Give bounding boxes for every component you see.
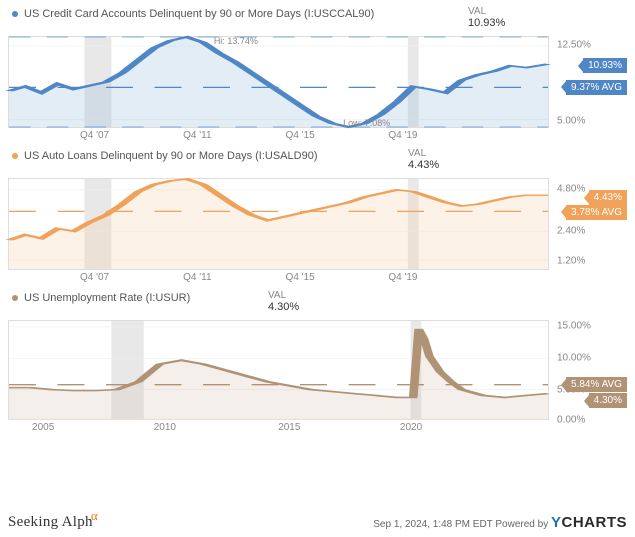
val-header: VAL [408, 148, 439, 159]
legend-label: US Credit Card Accounts Delinquent by 90… [24, 8, 374, 20]
legend-marker-icon [12, 295, 18, 301]
y-tick-label: 12.50% [557, 40, 591, 51]
value-badge: 10.93% [583, 58, 627, 73]
x-tick-label: Q4 '07 [80, 130, 109, 141]
y-tick-label: 5.00% [557, 115, 585, 126]
legend-marker-icon [12, 153, 18, 159]
plot-area: Hi: 13.74% Low: 7.08% [8, 36, 549, 128]
ycharts-logo: YCHARTS [551, 514, 627, 531]
val-header: VAL [268, 290, 299, 301]
y-tick-label: 2.40% [557, 226, 585, 237]
x-tick-label: 2010 [154, 422, 176, 433]
ycharts-text: CHARTS [562, 514, 628, 531]
logo-text: Seeking Alph [8, 514, 93, 530]
legend-label: US Unemployment Rate (I:USUR) [24, 292, 190, 304]
value-badge: 4.30% [589, 393, 627, 408]
x-tick-label: Q4 '11 [183, 272, 211, 283]
x-tick-label: 2005 [32, 422, 54, 433]
val-number: 4.30% [268, 301, 299, 313]
y-tick-label: 1.20% [557, 255, 585, 266]
avg-badge: 3.78% AVG [566, 205, 627, 220]
multi-panel-chart: US Credit Card Accounts Delinquent by 90… [0, 0, 635, 446]
val-header: VAL [468, 6, 505, 17]
x-tick-label: Q4 '15 [286, 272, 315, 283]
avg-badge: 5.84% AVG [566, 377, 627, 392]
x-axis: Q4 '07 Q4 '11 Q4 '15 Q4 '19 [8, 128, 549, 146]
val-number: 10.93% [468, 17, 505, 29]
y-tick-label: 10.00% [557, 353, 591, 364]
powered-by-label: Powered by [495, 519, 548, 530]
logo-alpha-icon: α [91, 508, 98, 523]
seeking-alpha-logo: Seeking Alphα [8, 508, 98, 531]
legend-label: US Auto Loans Delinquent by 90 or More D… [24, 150, 317, 162]
ycharts-y-icon: Y [551, 514, 562, 531]
chart-panel-unemp: US Unemployment Rate (I:USUR)VAL4.30%15.… [8, 292, 627, 438]
lo-annotation: Low: 7.08% [343, 118, 390, 128]
y-tick-label: 0.00% [557, 415, 585, 426]
x-axis: Q4 '07 Q4 '11 Q4 '15 Q4 '19 [8, 270, 549, 288]
avg-badge: 9.37% AVG [566, 80, 627, 95]
footer-right: Sep 1, 2024, 1:48 PM EDT Powered by YCHA… [373, 514, 627, 531]
x-tick-label: Q4 '15 [286, 130, 315, 141]
legend-marker-icon [12, 11, 18, 17]
footer-timestamp: Sep 1, 2024, 1:48 PM EDT [373, 519, 492, 530]
x-tick-label: 2015 [278, 422, 300, 433]
val-number: 4.43% [408, 159, 439, 171]
value-badge: 4.43% [589, 190, 627, 205]
x-tick-label: 2020 [400, 422, 422, 433]
x-tick-label: Q4 '19 [388, 130, 417, 141]
plot-area [8, 320, 549, 420]
chart-panel-cc: US Credit Card Accounts Delinquent by 90… [8, 8, 627, 146]
y-tick-label: 4.80% [557, 184, 585, 195]
chart-panel-auto: US Auto Loans Delinquent by 90 or More D… [8, 150, 627, 288]
y-tick-label: 15.00% [557, 321, 591, 332]
x-axis: 2005 2010 2015 2020 [8, 420, 549, 438]
x-tick-label: Q4 '19 [388, 272, 417, 283]
chart-footer: Seeking Alphα Sep 1, 2024, 1:48 PM EDT P… [8, 508, 627, 531]
x-tick-label: Q4 '11 [183, 130, 211, 141]
hi-annotation: Hi: 13.74% [214, 36, 258, 46]
x-tick-label: Q4 '07 [80, 272, 109, 283]
plot-area [8, 178, 549, 270]
